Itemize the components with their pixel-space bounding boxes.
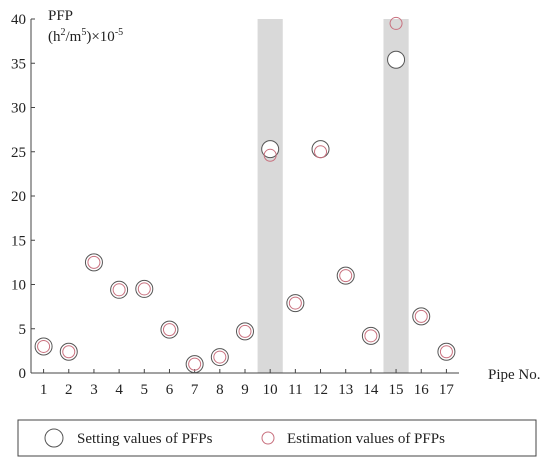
setting-point-pipe-8 bbox=[210, 348, 229, 367]
x-tick-label: 11 bbox=[288, 382, 302, 398]
setting-point-pipe-9 bbox=[236, 322, 254, 341]
x-tick-label: 7 bbox=[191, 382, 199, 398]
highlight-bands bbox=[257, 19, 409, 373]
setting-point-pipe-14 bbox=[361, 326, 380, 345]
estimation-point-pipe-3 bbox=[87, 255, 101, 269]
setting-point-pipe-13 bbox=[336, 266, 355, 285]
setting-point-pipe-7 bbox=[185, 355, 204, 374]
x-tick-label: 9 bbox=[241, 382, 249, 398]
setting-point-pipe-2 bbox=[59, 342, 78, 361]
estimation-point-pipe-9 bbox=[238, 324, 252, 338]
y-axis-title-line1: PFP bbox=[48, 8, 73, 24]
x-tick-label: 8 bbox=[216, 382, 224, 398]
estimation-point-pipe-2 bbox=[62, 345, 76, 359]
setting-point-pipe-6 bbox=[160, 320, 179, 339]
y-tick-label: 5 bbox=[19, 322, 27, 338]
x-tick-label: 12 bbox=[313, 382, 328, 398]
legend-setting-label: Setting values of PFPs bbox=[77, 431, 213, 447]
x-tick-label: 2 bbox=[65, 382, 73, 398]
data-points bbox=[34, 16, 456, 374]
y-tick-label: 35 bbox=[11, 56, 26, 72]
estimation-point-pipe-15 bbox=[389, 16, 403, 30]
setting-point-pipe-3 bbox=[84, 253, 103, 272]
x-tick-label: 13 bbox=[338, 382, 353, 398]
axes bbox=[30, 18, 459, 374]
y-tick-label: 30 bbox=[11, 101, 26, 117]
setting-point-pipe-16 bbox=[412, 307, 431, 326]
setting-point-pipe-17 bbox=[437, 342, 456, 361]
estimation-point-pipe-14 bbox=[364, 329, 378, 343]
legend-setting-marker bbox=[44, 428, 64, 448]
estimation-point-pipe-16 bbox=[414, 309, 428, 323]
x-tick-label: 5 bbox=[141, 382, 149, 398]
y-tick-label: 25 bbox=[11, 145, 26, 161]
highlight-band-pipe-10 bbox=[257, 19, 283, 373]
setting-point-pipe-5 bbox=[135, 279, 154, 298]
x-tick-label: 1 bbox=[40, 382, 48, 398]
legend-estimation-marker bbox=[261, 431, 275, 445]
x-tick-label: 6 bbox=[166, 382, 174, 398]
estimation-point-pipe-4 bbox=[112, 283, 126, 297]
setting-point-pipe-4 bbox=[110, 280, 129, 299]
setting-point-pipe-1 bbox=[34, 337, 53, 356]
legend-estimation-label: Estimation values of PFPs bbox=[287, 431, 445, 447]
y-tick-label: 10 bbox=[11, 278, 26, 294]
x-tick-label: 4 bbox=[115, 382, 123, 398]
y-axis-title-line2: (h2/m5)×10-5 bbox=[48, 27, 123, 45]
estimation-point-pipe-7 bbox=[188, 357, 202, 371]
y-tick-label: 20 bbox=[11, 189, 26, 205]
x-tick-label: 17 bbox=[439, 382, 455, 398]
legend: Setting values of PFPs Estimation values… bbox=[17, 419, 537, 457]
setting-point-pipe-15 bbox=[387, 50, 406, 69]
highlight-band-pipe-15 bbox=[383, 19, 409, 373]
legend-box bbox=[17, 419, 537, 457]
x-tick-label: 15 bbox=[389, 382, 404, 398]
estimation-point-pipe-12 bbox=[314, 145, 328, 159]
estimation-point-pipe-5 bbox=[137, 282, 151, 296]
x-axis-title: Pipe No. bbox=[488, 367, 541, 383]
estimation-point-pipe-17 bbox=[439, 345, 453, 359]
x-tick-label: 14 bbox=[363, 382, 379, 398]
estimation-point-pipe-13 bbox=[339, 269, 353, 283]
y-tick-label: 0 bbox=[19, 366, 27, 382]
y-tick-labels: 0 5 10 15 20 25 30 35 40 bbox=[11, 12, 26, 382]
estimation-point-pipe-6 bbox=[162, 323, 176, 337]
x-tick-label: 10 bbox=[263, 382, 278, 398]
estimation-point-pipe-10 bbox=[263, 148, 277, 162]
y-tick-label: 15 bbox=[11, 233, 26, 249]
x-tick-label: 16 bbox=[414, 382, 430, 398]
y-tick-label: 40 bbox=[11, 12, 26, 28]
estimation-point-pipe-8 bbox=[213, 350, 227, 364]
estimation-point-pipe-11 bbox=[288, 296, 302, 310]
x-tick-label: 3 bbox=[90, 382, 98, 398]
x-tick-labels: 1 2 3 4 5 6 7 8 9 10 11 12 13 14 15 16 17 bbox=[40, 382, 455, 398]
setting-point-pipe-12 bbox=[311, 140, 330, 159]
setting-point-pipe-11 bbox=[286, 294, 305, 313]
estimation-point-pipe-1 bbox=[37, 339, 51, 353]
